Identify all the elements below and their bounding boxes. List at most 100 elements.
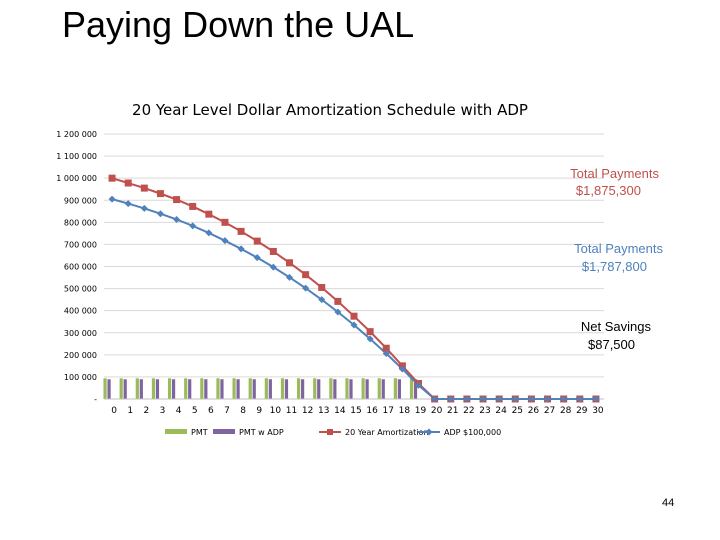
marker-20-year-amortization xyxy=(205,210,213,218)
x-tick-label: 23 xyxy=(479,406,490,416)
marker-adp-100-000 xyxy=(415,381,423,389)
marker-20-year-amortization xyxy=(156,190,164,198)
annotation-total-adp-line2: $1,787,800 xyxy=(582,259,647,274)
bar-pmt-w-adp xyxy=(284,379,289,399)
marker-adp-100-000 xyxy=(382,350,390,358)
bar-pmt xyxy=(297,378,301,399)
annotation-total-adp: Total Payments $1,787,800 xyxy=(574,241,663,274)
x-axis-tick-labels: 0 1 2 3 4 5 6 7 8 9 10 11 12 13 14 15 16 17 18 19 20 21 22 23 24… xyxy=(111,406,604,416)
chart-title: 20 Year Level Dollar Amortization Schedu… xyxy=(132,101,528,119)
x-tick-label: 26 xyxy=(528,406,540,416)
y-tick-label: 1 000 000 xyxy=(56,174,97,183)
marker-adp-100-000 xyxy=(479,395,487,403)
bar-pmt xyxy=(135,378,139,399)
x-tick-label: 13 xyxy=(318,406,329,416)
annotation-net-savings-line1: Net Savings xyxy=(581,319,652,334)
y-tick-label: 700 000 xyxy=(64,240,97,249)
marker-adp-100-000 xyxy=(269,263,277,271)
y-axis-tick-labels: - 100 000 200 000 300 000 400 000 500 000 600 … xyxy=(56,130,97,404)
x-tick-label: 22 xyxy=(463,406,474,416)
y-tick-label: 400 000 xyxy=(64,307,97,316)
bar-pmt xyxy=(184,378,188,399)
x-tick-label: 16 xyxy=(366,406,378,416)
annotation-total-20yr-line2: $1,875,300 xyxy=(576,183,641,198)
bar-pmt-w-adp xyxy=(220,379,224,399)
marker-adp-100-000 xyxy=(560,395,568,403)
bar-pmt-w-adp xyxy=(236,379,240,399)
marker-adp-100-000 xyxy=(366,335,374,343)
bar-pmt xyxy=(103,378,107,399)
x-tick-label: 17 xyxy=(383,406,394,416)
bar-pmt-w-adp xyxy=(333,379,337,399)
bar-pmt xyxy=(345,378,349,399)
marker-20-year-amortization xyxy=(108,174,116,182)
marker-adp-100-000 xyxy=(302,284,310,292)
bar-pmt xyxy=(377,378,381,399)
y-tick-label: 900 000 xyxy=(64,196,97,205)
x-tick-label: 0 xyxy=(111,406,117,416)
bar-pmt-w-adp xyxy=(155,379,160,399)
legend-marker-20-year-amortization xyxy=(327,429,333,435)
page-number: 44 xyxy=(662,497,675,509)
bar-pmt-w-adp xyxy=(188,379,192,399)
x-tick-label: 6 xyxy=(208,406,214,416)
bar-pmt xyxy=(232,378,236,399)
y-tick-label: - xyxy=(94,395,97,404)
bar-pmt-w-adp xyxy=(413,379,418,399)
annotation-net-savings: Net Savings $87,500 xyxy=(581,319,652,352)
y-tick-label: 600 000 xyxy=(64,263,97,272)
annotation-total-20yr: Total Payments $1,875,300 xyxy=(570,166,659,198)
marker-adp-100-000 xyxy=(463,395,471,403)
marker-20-year-amortization xyxy=(366,328,374,336)
marker-adp-100-000 xyxy=(205,229,213,237)
marker-adp-100-000 xyxy=(334,308,342,316)
y-tick-label: 200 000 xyxy=(64,351,97,360)
marker-adp-100-000 xyxy=(431,395,439,403)
x-tick-label: 24 xyxy=(495,406,507,416)
bar-pmt-w-adp xyxy=(349,379,353,399)
marker-20-year-amortization xyxy=(173,196,181,204)
bar-pmt-w-adp xyxy=(204,379,208,399)
bar-pmt-w-adp xyxy=(139,379,143,399)
bar-pmt-w-adp xyxy=(317,379,321,399)
bar-pmt xyxy=(167,378,172,399)
marker-20-year-amortization xyxy=(124,179,132,187)
x-tick-label: 3 xyxy=(160,406,166,416)
legend: PMT PMT w ADP 20 Year Amortization ADP $100… xyxy=(165,428,501,437)
x-tick-label: 10 xyxy=(270,406,282,416)
marker-20-year-amortization xyxy=(334,297,342,305)
x-tick-label: 5 xyxy=(192,406,198,416)
x-tick-label: 30 xyxy=(592,406,604,416)
x-tick-label: 28 xyxy=(560,406,572,416)
bar-pmt-w-adp xyxy=(381,379,385,399)
bar-pmt-w-adp xyxy=(301,379,305,399)
x-tick-label: 4 xyxy=(176,406,182,416)
x-tick-label: 25 xyxy=(512,406,523,416)
marker-adp-100-000 xyxy=(221,237,229,245)
annotation-total-20yr-line1: Total Payments xyxy=(570,166,659,181)
bar-pmt xyxy=(409,378,414,399)
y-tick-label: 100 000 xyxy=(64,373,97,382)
marker-20-year-amortization xyxy=(285,259,293,267)
x-tick-label: 11 xyxy=(286,406,297,416)
y-tick-label: 1 200 000 xyxy=(56,130,97,139)
bar-pmt xyxy=(248,378,252,399)
marker-adp-100-000 xyxy=(237,245,245,253)
marker-adp-100-000 xyxy=(527,395,535,403)
bar-pmt-w-adp xyxy=(252,379,256,399)
x-tick-label: 8 xyxy=(240,406,246,416)
marker-adp-100-000 xyxy=(318,296,326,304)
x-tick-label: 14 xyxy=(334,406,346,416)
bar-pmt-w-adp xyxy=(107,379,111,399)
marker-20-year-amortization xyxy=(318,283,326,291)
slide-title: Paying Down the UAL xyxy=(62,4,415,45)
marker-adp-100-000 xyxy=(576,395,584,403)
marker-adp-100-000 xyxy=(140,204,148,212)
marker-20-year-amortization xyxy=(269,247,277,255)
bar-pmt-w-adp xyxy=(171,379,176,399)
x-tick-label: 19 xyxy=(415,406,427,416)
bar-pmt-w-adp xyxy=(397,379,401,399)
y-tick-label: 500 000 xyxy=(64,285,97,294)
marker-20-year-amortization xyxy=(221,218,229,226)
annotation-total-adp-line1: Total Payments xyxy=(574,241,663,256)
